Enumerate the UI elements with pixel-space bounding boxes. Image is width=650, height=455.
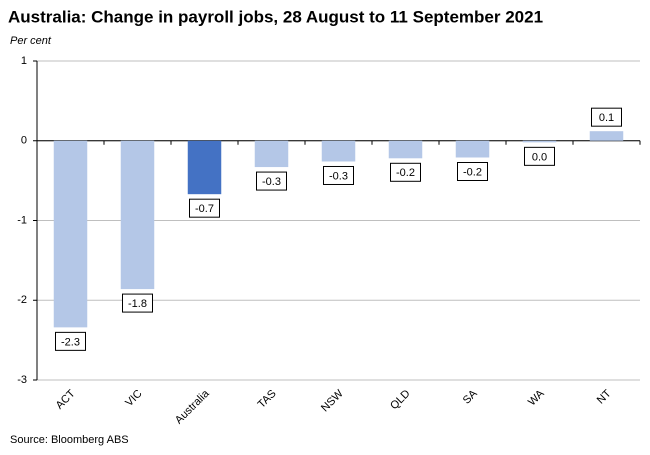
y-tick-label: -2 — [17, 294, 27, 306]
y-tick-label: -3 — [17, 374, 27, 386]
data-label-box — [55, 331, 86, 351]
chart-subtitle: Per cent — [10, 35, 52, 47]
data-label: 0.1 — [599, 112, 614, 124]
x-tick-label: WA — [526, 387, 547, 408]
data-label: -0.7 — [195, 203, 214, 215]
bar — [120, 140, 155, 290]
data-label: -1.8 — [128, 298, 147, 310]
bar — [321, 140, 356, 162]
data-label-box — [591, 107, 622, 127]
data-label: -0.3 — [329, 170, 348, 182]
y-tick-label: 1 — [21, 55, 27, 67]
data-label-group: -1.8 — [122, 293, 153, 313]
data-label-box — [323, 165, 354, 185]
data-label-box — [122, 293, 153, 313]
data-label-group: -0.2 — [390, 162, 421, 182]
data-label-box — [256, 171, 287, 191]
data-label-box — [457, 161, 488, 181]
bar — [187, 140, 222, 195]
bar — [388, 140, 423, 159]
x-tick-label: ACT — [54, 387, 78, 411]
chart-source: Source: Bloomberg ABS — [10, 434, 129, 446]
data-label: -2.3 — [61, 336, 80, 348]
data-label-group: -0.2 — [457, 161, 488, 181]
data-label: -0.2 — [463, 166, 482, 178]
y-tick-label: 0 — [21, 135, 27, 147]
x-tick-label: TAS — [256, 388, 279, 411]
bar — [589, 131, 624, 141]
y-tick-label: -1 — [17, 214, 27, 226]
x-tick-label: NT — [595, 387, 614, 406]
data-label-group: -0.7 — [189, 198, 220, 218]
bar — [254, 140, 289, 168]
data-label: -0.3 — [262, 176, 281, 188]
chart-title: Australia: Change in payroll jobs, 28 Au… — [8, 7, 543, 26]
bar — [455, 140, 490, 158]
x-tick-label: VIC — [123, 388, 144, 409]
data-label-group: -0.3 — [256, 171, 287, 191]
x-tick-label: Australia — [173, 387, 212, 426]
bar — [53, 140, 88, 328]
data-label-group: -0.3 — [323, 165, 354, 185]
data-label: -0.2 — [396, 167, 415, 179]
data-label-group: -2.3 — [55, 331, 86, 351]
bar — [522, 140, 557, 143]
data-label-box — [524, 146, 555, 166]
data-label-box — [189, 198, 220, 218]
data-label-box — [390, 162, 421, 182]
data-label-group: 0.0 — [524, 146, 555, 166]
x-tick-label: NSW — [319, 387, 346, 414]
x-tick-label: QLD — [388, 388, 413, 413]
data-label-group: 0.1 — [591, 107, 622, 127]
data-label: 0.0 — [532, 151, 547, 163]
x-tick-label: SA — [461, 387, 480, 406]
